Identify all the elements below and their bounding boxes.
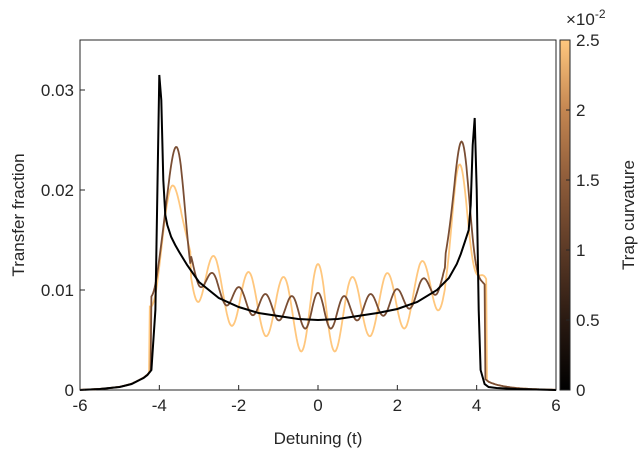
colorbar-tick-label: 1 [576, 241, 585, 260]
colorbar-tick-label: 1.5 [576, 171, 600, 190]
y-tick-label: 0.03 [41, 81, 74, 100]
colorbar-ticks: 0 0.5 1 1.5 2 2.5 [566, 31, 600, 400]
series-line-black [79, 74, 557, 391]
colorbar [559, 39, 571, 391]
colorbar-tick-label: 0 [576, 381, 585, 400]
plot-area: -6 -4 -2 0 2 4 6 0 0.01 0.02 0.03 [41, 39, 561, 415]
series-line-mid [80, 140, 556, 391]
y-tick-label: 0 [65, 381, 74, 400]
x-tick-label: -2 [231, 396, 246, 415]
colorbar-tick-label: 2 [576, 101, 585, 120]
colorbar-multiplier-exp: -2 [595, 7, 606, 21]
x-tick-label: 4 [472, 396, 481, 415]
x-tick-label: 6 [551, 396, 560, 415]
y-tick-label: 0.02 [41, 181, 74, 200]
x-tick-label: -6 [72, 396, 87, 415]
colorbar-multiplier-base: ×10 [566, 10, 595, 29]
colorbar-tick-label: 0.5 [576, 311, 600, 330]
x-tick-label: 2 [393, 396, 402, 415]
x-tick-label: -4 [152, 396, 167, 415]
x-tick-label: 0 [313, 396, 322, 415]
colorbar-tick-label: 2.5 [576, 31, 600, 50]
colorbar-label: Trap curvature [619, 160, 638, 270]
y-axis-label: Transfer fraction [9, 153, 28, 276]
y-tick-label: 0.01 [41, 281, 74, 300]
colorbar-multiplier: ×10-2 [566, 7, 606, 29]
series-line-light [80, 163, 556, 391]
x-axis-label: Detuning (t) [274, 429, 363, 448]
